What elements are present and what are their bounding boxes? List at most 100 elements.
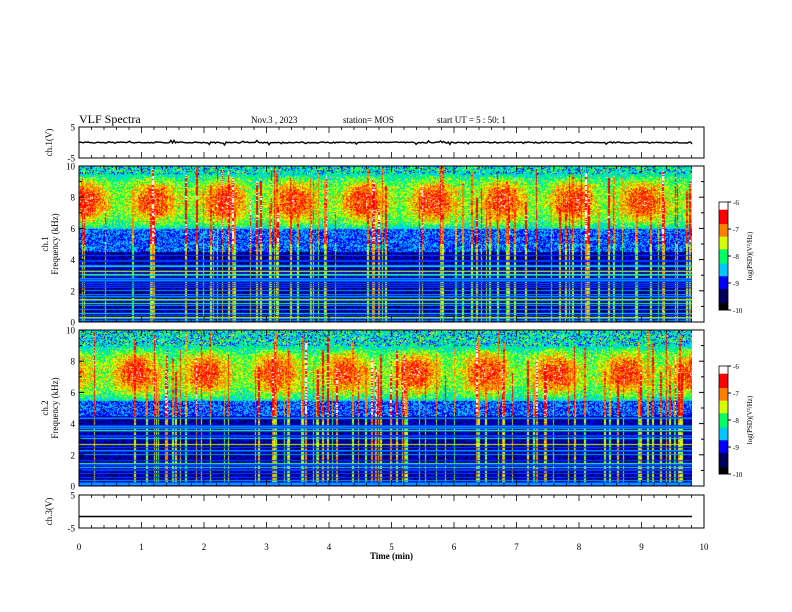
- colorbar-swatch: [719, 376, 728, 380]
- colorbar-swatch: [719, 466, 728, 470]
- colorbar-swatch: [719, 216, 728, 219]
- colorbar-swatch: [719, 380, 728, 383]
- colorbar-swatch: [719, 270, 728, 273]
- ch2-frequency-ylabel: Frequency (kHz): [50, 377, 60, 438]
- y-tick-label: 6: [71, 224, 76, 234]
- y-tick-label: 2: [71, 286, 76, 296]
- colorbar-swatch: [719, 293, 728, 297]
- colorbar-label: log(PSD)(V²/Hz): [746, 395, 754, 444]
- colorbar-tick-label: -8: [733, 417, 739, 425]
- colorbar-swatch: [719, 299, 728, 302]
- colorbar-swatch: [719, 243, 728, 246]
- colorbar-swatch: [719, 445, 728, 448]
- colorbar-swatch: [719, 448, 728, 452]
- y-tick-label: 0: [71, 318, 76, 328]
- colorbar-swatch: [719, 261, 728, 264]
- colorbar-swatch: [719, 400, 728, 403]
- colorbar-swatch: [719, 459, 728, 462]
- colorbar-swatch: [719, 295, 728, 298]
- colorbar-swatch: [719, 221, 728, 225]
- colorbar-swatch: [719, 297, 728, 300]
- colorbar-swatch: [719, 205, 728, 208]
- ch1-frequency-ylabel: Frequency (kHz): [50, 213, 60, 274]
- colorbar-swatch: [719, 387, 728, 390]
- colorbar-swatch: [719, 203, 728, 207]
- colorbar-swatch: [719, 427, 728, 430]
- colorbar-swatch: [719, 257, 728, 261]
- x-tick-label: 8: [577, 542, 582, 552]
- y-tick-label: 5: [71, 491, 76, 501]
- colorbar-swatch: [719, 452, 728, 455]
- colorbar-swatch: [719, 389, 728, 392]
- colorbar-swatch: [719, 429, 728, 432]
- colorbar-swatch: [719, 384, 728, 387]
- colorbar-swatch: [719, 412, 728, 416]
- start-time-label: start UT = 5 : 50: 1: [437, 115, 506, 125]
- station-label: station= MOS: [343, 115, 394, 125]
- panel-1: 5 -5 ch.1(V): [44, 123, 705, 164]
- x-tick-label: 3: [264, 542, 269, 552]
- panel-2: 0 2 4 6 8 10 ch.1 Frequency (kHz): [40, 162, 705, 328]
- figure-title: VLF Spectra: [79, 112, 141, 126]
- colorbar-swatch: [719, 230, 728, 234]
- date-label: Nov.3 , 2023: [251, 115, 298, 125]
- colorbar-swatch: [719, 373, 728, 376]
- colorbar-swatch: [719, 284, 728, 288]
- colorbar-swatch: [719, 229, 728, 232]
- panel-3: 0 2 4 6 8 10 ch.2 Frequency (kHz): [40, 326, 705, 492]
- colorbar-swatch: [719, 245, 728, 248]
- colorbar-tick-label: -10: [733, 307, 743, 315]
- ch3-voltage-ylabel: ch.3(V): [44, 498, 54, 526]
- colorbar-swatch: [719, 275, 728, 279]
- colorbar-swatch: [719, 218, 728, 221]
- colorbar-swatch: [719, 439, 728, 443]
- colorbar-swatch: [719, 443, 728, 446]
- colorbar-swatch: [719, 371, 728, 374]
- colorbar-swatch: [719, 211, 728, 214]
- colorbar-swatch: [719, 378, 728, 381]
- colorbar-swatch: [719, 465, 728, 468]
- colorbar-swatch: [719, 286, 728, 289]
- colorbar-tick-label: -6: [733, 363, 739, 371]
- colorbar-swatch: [719, 456, 728, 459]
- colorbar-swatch: [719, 209, 728, 212]
- colorbar-swatch: [719, 421, 728, 425]
- colorbar-swatch: [719, 447, 728, 450]
- colorbar-swatch: [719, 463, 728, 466]
- colorbar-swatch: [719, 306, 728, 309]
- colorbar-swatch: [719, 288, 728, 291]
- y-tick-label: 8: [71, 357, 76, 367]
- colorbar-swatch: [719, 281, 728, 284]
- colorbar-tick-label: -6: [733, 199, 739, 207]
- colorbar-swatch: [719, 393, 728, 396]
- colorbar-swatch: [719, 366, 728, 369]
- y-tick-label: 4: [71, 419, 76, 429]
- colorbar-swatch: [719, 250, 728, 253]
- colorbar-tick-label: -8: [733, 253, 739, 261]
- x-tick-label: 9: [639, 542, 644, 552]
- colorbar-ch1: -6 -7 -8 -9 -10 log(PSD)(V²/Hz): [718, 199, 754, 315]
- colorbar-swatch: [719, 396, 728, 399]
- colorbar-swatch: [719, 391, 728, 394]
- ch2-frequency-ylabel: ch.2: [40, 400, 50, 415]
- colorbar-swatch: [719, 290, 728, 293]
- colorbar-swatch: [719, 369, 728, 372]
- ch1-frequency-ylabel: ch.1: [40, 236, 50, 251]
- x-tick-label: 5: [389, 542, 394, 552]
- panel-4: 5 -5 ch.3(V): [44, 491, 705, 534]
- colorbar-swatch: [719, 425, 728, 428]
- colorbar-swatch: [719, 407, 728, 410]
- colorbar-swatch: [719, 398, 728, 401]
- ch1-voltage-ylabel: ch.1(V): [44, 129, 54, 157]
- colorbar-swatch: [719, 441, 728, 444]
- colorbar-swatch: [719, 272, 728, 275]
- colorbar-swatch: [719, 367, 728, 371]
- colorbar-swatch: [719, 232, 728, 235]
- colorbar-swatch: [719, 207, 728, 210]
- colorbar-swatch: [719, 308, 728, 311]
- colorbar-swatch: [719, 423, 728, 426]
- colorbar-swatch: [719, 268, 728, 271]
- colorbar-swatch: [719, 274, 728, 277]
- colorbar-swatch: [719, 304, 728, 307]
